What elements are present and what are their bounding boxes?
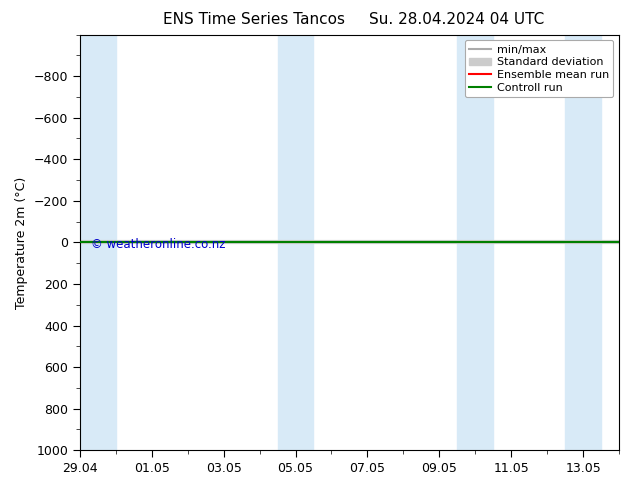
- Text: © weatheronline.co.nz: © weatheronline.co.nz: [91, 238, 225, 251]
- Bar: [80, 35, 116, 450]
- Bar: [278, 35, 313, 450]
- Text: ENS Time Series Tancos: ENS Time Series Tancos: [162, 12, 345, 27]
- Bar: [457, 35, 493, 450]
- Bar: [565, 35, 601, 450]
- Text: Su. 28.04.2024 04 UTC: Su. 28.04.2024 04 UTC: [369, 12, 544, 27]
- Legend: min/max, Standard deviation, Ensemble mean run, Controll run: min/max, Standard deviation, Ensemble me…: [465, 40, 614, 98]
- Y-axis label: Temperature 2m (°C): Temperature 2m (°C): [15, 176, 28, 309]
